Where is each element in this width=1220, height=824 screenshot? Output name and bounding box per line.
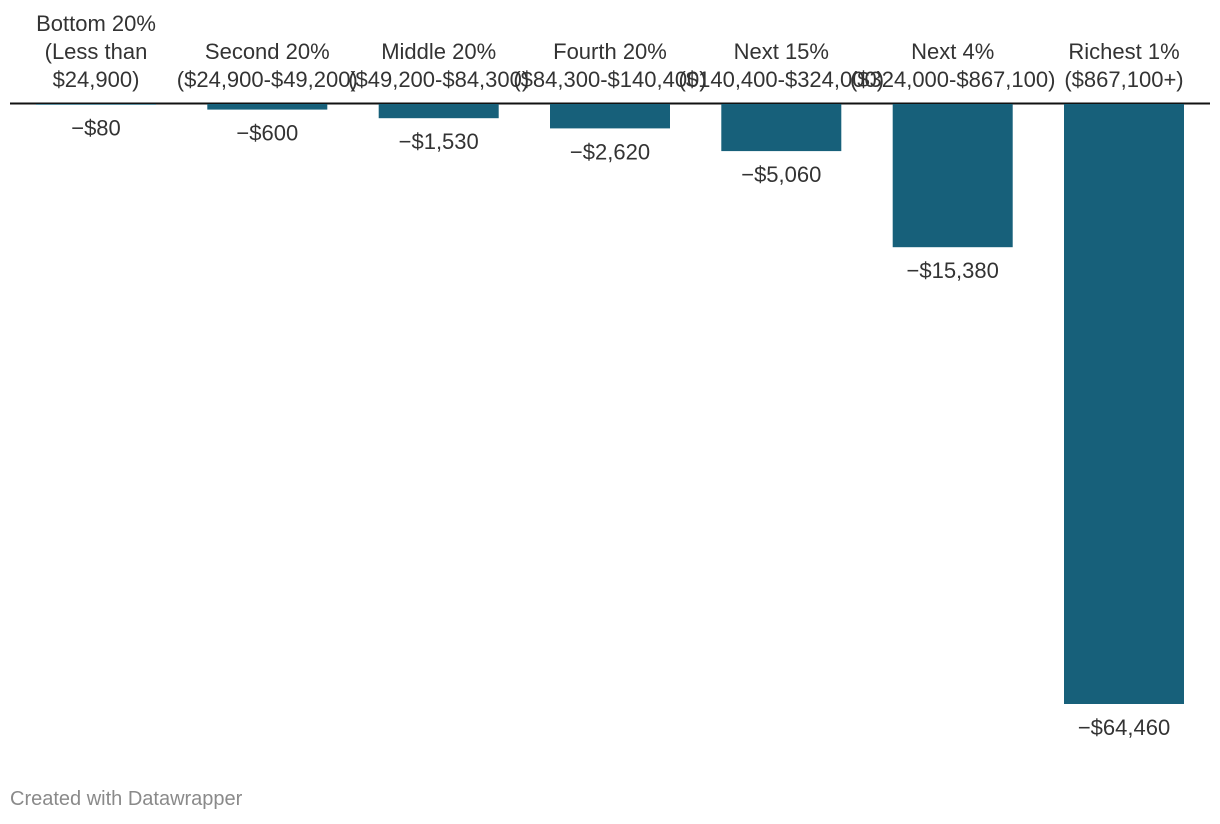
value-label-4: −$5,060 [741,162,821,187]
category-label-5-line-0: Next 4% [911,39,994,64]
value-label-1: −$600 [236,121,298,146]
value-labels: −$80 −$600 −$1,530 −$2,620 −$5,060 −$15,380 −$… [71,116,1170,740]
category-label-2-line-0: Middle 20% [381,39,496,64]
category-label-6-line-1: ($867,100+) [1064,67,1183,92]
value-label-6: −$64,460 [1078,715,1170,740]
category-label-4-line-0: Next 15% [734,39,829,64]
value-label-3: −$2,620 [570,139,650,164]
bars [36,104,1184,704]
bar-4 [721,104,842,152]
category-label-0-line-0: Bottom 20% [36,11,156,36]
bar-2 [378,104,499,119]
bar-1 [207,104,328,110]
value-label-0: −$80 [71,116,121,141]
category-label-0-line-2: $24,900) [53,67,140,92]
category-label-1-line-1: ($24,900-$49,200) [177,67,358,92]
category-label-5-line-1: ($324,000-$867,100) [850,67,1056,92]
bar-3 [550,104,670,129]
bar-6 [1064,104,1184,704]
bar-5 [892,104,1013,248]
value-label-5: −$15,380 [907,258,999,283]
footer-credit: Created with Datawrapper [10,788,243,810]
category-label-3-line-1: ($84,300-$140,400) [513,67,706,92]
category-label-4-line-1: ($140,400-$324,000) [679,67,885,92]
category-label-1-line-0: Second 20% [205,39,330,64]
category-label-0-line-1: (Less than [45,39,148,64]
category-label-3-line-0: Fourth 20% [553,39,667,64]
category-label-2-line-1: ($49,200-$84,300) [348,67,529,92]
bar-0 [36,104,156,105]
category-labels: Bottom 20% (Less than $24,900) Second 20% ($… [36,11,1184,92]
category-label-6-line-0: Richest 1% [1068,39,1179,64]
value-label-2: −$1,530 [399,129,479,154]
